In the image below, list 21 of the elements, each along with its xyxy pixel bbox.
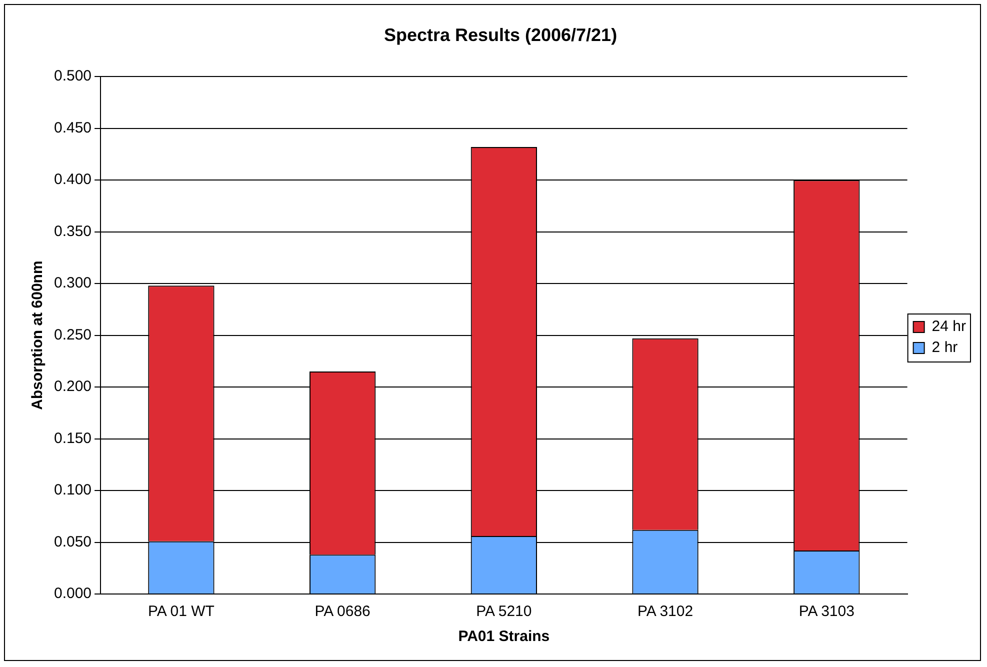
x-tick-label: PA 3102 xyxy=(637,603,694,620)
y-tick-label: 0.300 xyxy=(54,274,92,292)
chart-title: Spectra Results (2006/7/21) xyxy=(384,24,618,45)
legend-label: 24 hr xyxy=(932,318,966,336)
y-tick-label: 0.100 xyxy=(54,482,92,499)
legend-label: 2 hr xyxy=(932,339,958,356)
y-tick-label: 0.000 xyxy=(54,585,92,602)
x-axis-title: PA01 Strains xyxy=(458,628,550,646)
x-tick-label: PA 01 WT xyxy=(148,603,214,620)
x-tick-label: PA 0686 xyxy=(314,603,370,620)
x-tick-label: PA 3103 xyxy=(798,603,854,620)
y-tick-label: 0.350 xyxy=(54,222,92,240)
y-tick-label: 0.400 xyxy=(54,171,92,188)
y-tick-label: 0.500 xyxy=(54,68,92,85)
x-tick-label: PA 5210 xyxy=(476,603,532,620)
y-tick-label: 0.200 xyxy=(54,378,92,396)
y-tick-label: 0.150 xyxy=(54,430,92,447)
y-tick-label: 0.050 xyxy=(54,533,92,550)
y-axis-title: Absorption at 600nm xyxy=(29,260,46,410)
y-tick-label: 0.450 xyxy=(54,119,92,136)
y-tick-label: 0.250 xyxy=(54,326,92,344)
